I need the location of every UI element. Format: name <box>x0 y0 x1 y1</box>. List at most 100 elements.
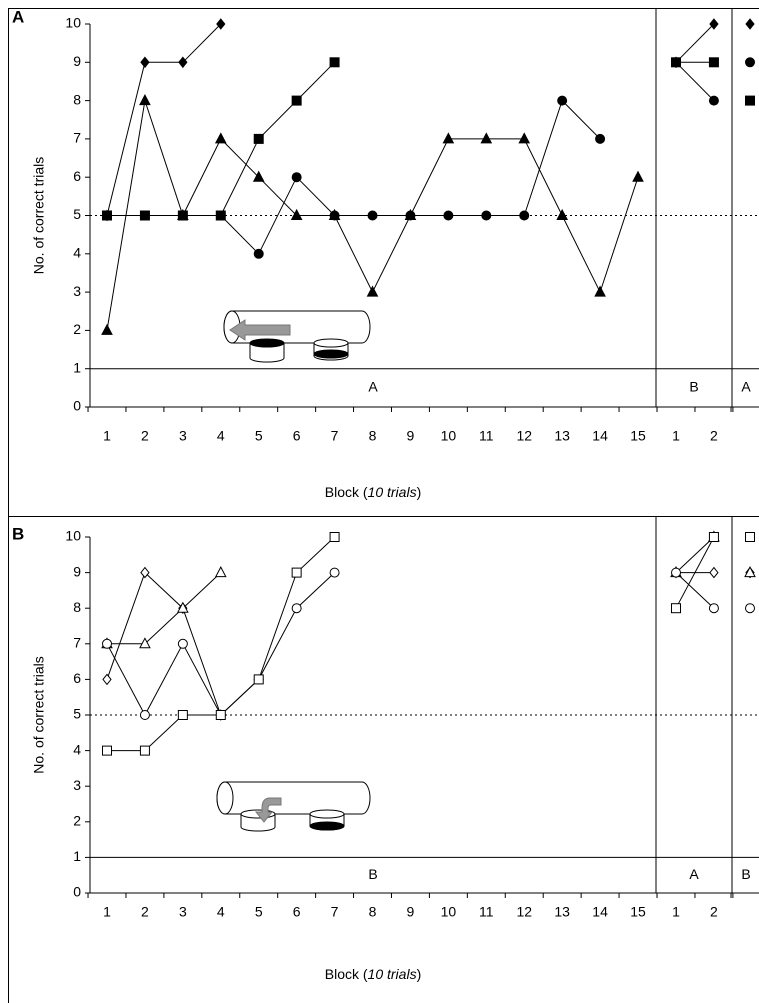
phase-label: A <box>741 379 751 395</box>
x-tick-label: 13 <box>554 428 570 444</box>
phase-label: A <box>368 379 378 395</box>
marker <box>140 746 149 755</box>
marker <box>709 604 718 613</box>
marker <box>254 134 263 143</box>
x-axis-label-part: 10 trials <box>368 484 417 500</box>
y-tick-label: 3 <box>73 283 81 299</box>
marker <box>330 568 339 577</box>
y-tick-label: 10 <box>65 528 81 544</box>
marker <box>368 287 378 297</box>
x-tick-label: 7 <box>331 428 339 444</box>
y-tick-label: 0 <box>73 884 81 900</box>
x-tick-label: 9 <box>407 428 415 444</box>
x-tick-label: 15 <box>630 428 646 444</box>
y-tick-label: 8 <box>73 599 81 615</box>
y-tick-label: 5 <box>73 706 81 722</box>
marker <box>330 211 339 220</box>
x-tick-label: 2 <box>141 904 149 920</box>
x-axis-label-part: Block ( <box>325 484 368 500</box>
marker <box>292 173 301 182</box>
phase-label: B <box>689 379 698 395</box>
series-line <box>107 573 221 644</box>
x-tick-label: 6 <box>293 904 301 920</box>
x-tick-label: 1 <box>103 428 111 444</box>
x-tick-label: 6 <box>293 428 301 444</box>
y-tick-label: 3 <box>73 777 81 793</box>
y-tick-label: 7 <box>73 130 81 146</box>
marker <box>746 58 755 67</box>
marker <box>557 210 567 220</box>
series-line <box>676 537 714 573</box>
apparatus-illustration <box>217 782 370 831</box>
panel-frame <box>9 9 759 517</box>
series-line <box>107 101 600 254</box>
marker <box>140 211 149 220</box>
x-axis-label-part: Block ( <box>325 966 368 982</box>
y-tick-label: 2 <box>73 321 81 337</box>
marker <box>709 533 718 542</box>
x-tick-label: 11 <box>479 428 494 444</box>
marker <box>178 211 187 220</box>
marker <box>103 211 112 220</box>
x-axis-label: Block (10 trials) <box>325 966 422 982</box>
x-tick-label: 1 <box>672 428 680 444</box>
marker <box>103 674 111 684</box>
y-tick-label: 4 <box>73 245 81 261</box>
marker <box>519 133 529 143</box>
marker <box>520 211 529 220</box>
marker <box>672 58 681 67</box>
marker <box>141 57 149 67</box>
marker <box>633 172 643 182</box>
apparatus-illustration <box>224 311 370 362</box>
phase-label: B <box>741 866 750 882</box>
marker <box>216 711 225 720</box>
marker <box>709 96 718 105</box>
marker <box>406 211 415 220</box>
x-tick-label: 15 <box>630 904 646 920</box>
series-line <box>676 573 714 609</box>
marker <box>746 604 755 613</box>
x-tick-label: 7 <box>331 904 339 920</box>
panel-label: A <box>12 7 24 26</box>
x-tick-label: 2 <box>141 428 149 444</box>
marker <box>103 746 112 755</box>
marker <box>595 287 605 297</box>
marker <box>292 96 301 105</box>
x-tick-label: 13 <box>554 904 570 920</box>
y-axis-label: No. of correct trials <box>31 656 47 773</box>
marker <box>178 711 187 720</box>
figure: ANo. of correct trialsBlock (10 trials)0… <box>0 0 759 1003</box>
x-tick-label: 4 <box>217 904 225 920</box>
x-axis-label: Block (10 trials) <box>325 484 422 500</box>
x-tick-label: 5 <box>255 428 263 444</box>
y-tick-label: 9 <box>73 53 81 69</box>
marker <box>254 675 263 684</box>
x-tick-label: 3 <box>179 904 187 920</box>
marker <box>481 133 491 143</box>
marker <box>482 211 491 220</box>
x-axis-label-part: ) <box>417 484 422 500</box>
y-tick-label: 1 <box>73 359 81 375</box>
phase-label: B <box>368 866 377 882</box>
x-tick-label: 14 <box>592 904 608 920</box>
y-tick-label: 4 <box>73 741 81 757</box>
y-tick-label: 0 <box>73 398 81 414</box>
marker <box>178 639 187 648</box>
x-tick-label: 8 <box>369 904 377 920</box>
marker <box>746 19 754 29</box>
x-tick-label: 14 <box>592 428 608 444</box>
series-line <box>107 24 221 216</box>
marker <box>368 211 377 220</box>
panel-label: B <box>12 524 24 543</box>
x-tick-label: 11 <box>479 904 494 920</box>
y-tick-label: 6 <box>73 670 81 686</box>
marker <box>140 638 150 648</box>
x-tick-label: 2 <box>710 904 718 920</box>
marker <box>102 325 112 335</box>
phase-label: A <box>689 866 699 882</box>
series-line <box>676 62 714 100</box>
x-tick-label: 10 <box>441 428 457 444</box>
x-tick-label: 5 <box>255 904 263 920</box>
marker <box>254 249 263 258</box>
y-tick-label: 2 <box>73 813 81 829</box>
